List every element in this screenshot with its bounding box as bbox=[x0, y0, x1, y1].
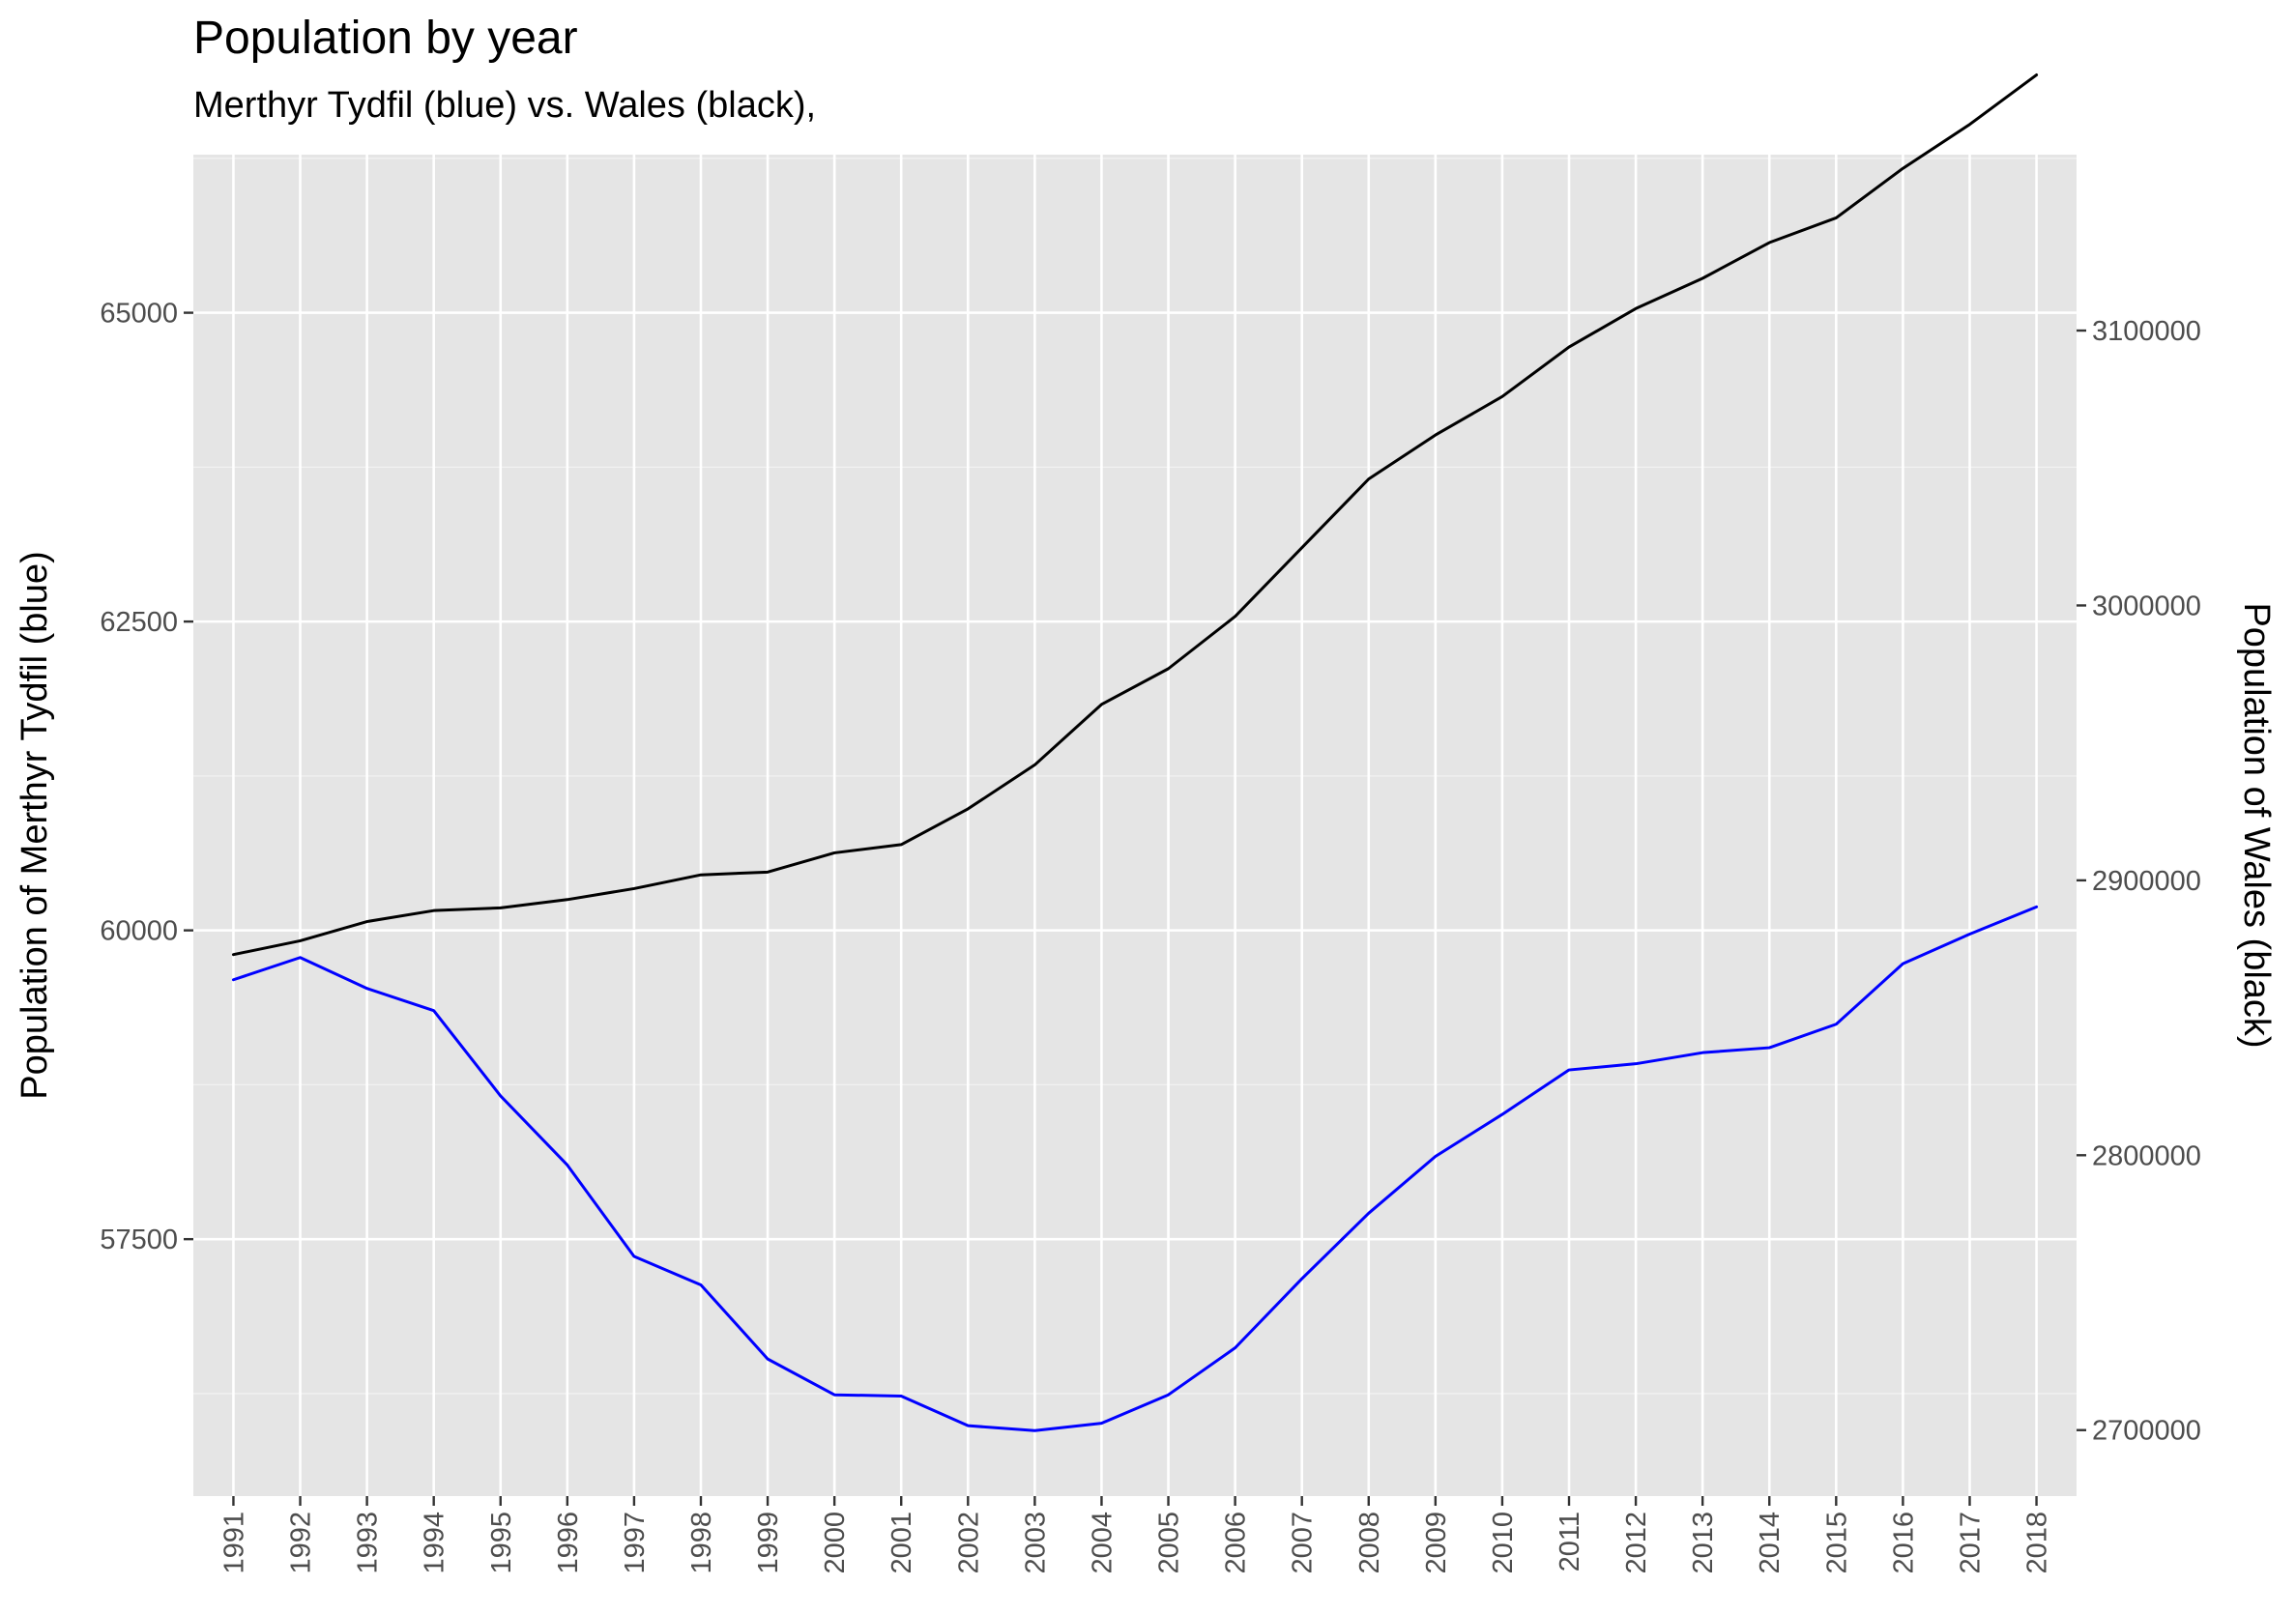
x-tick-label: 2014 bbox=[1755, 1512, 1786, 1574]
plot-panel bbox=[193, 155, 2077, 1496]
x-tick-label: 1995 bbox=[486, 1512, 517, 1574]
series-line-merthyr-tydfil bbox=[231, 905, 2039, 1432]
x-tick-label: 1992 bbox=[286, 1512, 317, 1574]
right-tick-label: 2700000 bbox=[2092, 1416, 2201, 1447]
x-tick-label: 2001 bbox=[886, 1512, 917, 1574]
right-tick-label: 2800000 bbox=[2092, 1140, 2201, 1171]
x-tick-label: 2006 bbox=[1221, 1512, 1252, 1574]
major-gridlines bbox=[193, 155, 2077, 1496]
x-tick-label: 2017 bbox=[1955, 1512, 1986, 1574]
x-tick-label: 1994 bbox=[420, 1512, 450, 1574]
x-tick-label: 2009 bbox=[1421, 1512, 1452, 1574]
x-tick-label: 2012 bbox=[1621, 1512, 1652, 1574]
left-tick-label: 57500 bbox=[100, 1225, 178, 1255]
x-tick-label: 1998 bbox=[686, 1512, 717, 1574]
x-tick-label: 2016 bbox=[1888, 1512, 1919, 1574]
x-tick-label: 2004 bbox=[1087, 1512, 1118, 1574]
x-tick-label: 1997 bbox=[620, 1512, 651, 1574]
right-tick-label: 3000000 bbox=[2092, 591, 2201, 621]
right-tick-label: 3100000 bbox=[2092, 316, 2201, 347]
x-axis: 1991 1992 1993 1994 1995 1996 1997 1998 1999 2000… bbox=[218, 1496, 2053, 1574]
left-tick-label: 65000 bbox=[100, 299, 178, 330]
minor-gridlines bbox=[193, 158, 2077, 1395]
x-tick-label: 2015 bbox=[1821, 1512, 1852, 1574]
x-tick-label: 1993 bbox=[353, 1512, 384, 1574]
right-tick-label: 2900000 bbox=[2092, 866, 2201, 897]
left-axis: 57500 60000 62500 65000 bbox=[100, 299, 193, 1255]
x-tick-label: 2013 bbox=[1688, 1512, 1719, 1574]
x-tick-label: 2003 bbox=[1020, 1512, 1051, 1574]
x-tick-label: 2018 bbox=[2022, 1512, 2053, 1574]
x-tick-label: 1991 bbox=[218, 1512, 249, 1574]
x-tick-label: 2000 bbox=[820, 1512, 851, 1574]
chart-title: Population by year bbox=[193, 13, 578, 64]
left-tick-label: 60000 bbox=[100, 916, 178, 947]
x-tick-label: 2010 bbox=[1488, 1512, 1519, 1574]
left-tick-label: 62500 bbox=[100, 607, 178, 638]
x-tick-label: 1999 bbox=[753, 1512, 784, 1574]
x-tick-label: 2005 bbox=[1154, 1512, 1185, 1574]
x-tick-label: 2008 bbox=[1354, 1512, 1385, 1574]
x-tick-label: 2007 bbox=[1288, 1512, 1319, 1574]
x-tick-label: 2002 bbox=[953, 1512, 984, 1574]
x-tick-label: 2011 bbox=[1555, 1512, 1585, 1571]
series-line-wales bbox=[231, 73, 2039, 957]
left-axis-title: Population of Merthyr Tydfil (blue) bbox=[15, 551, 55, 1099]
right-axis-title: Population of Wales (black) bbox=[2236, 602, 2277, 1048]
x-tick-label: 1996 bbox=[553, 1512, 584, 1574]
series-layer bbox=[231, 73, 2039, 1432]
right-axis: 2700000 2800000 2900000 3000000 3100000 bbox=[2077, 316, 2201, 1447]
chart-subtitle: Merthyr Tydfil (blue) vs. Wales (black), bbox=[193, 85, 817, 126]
